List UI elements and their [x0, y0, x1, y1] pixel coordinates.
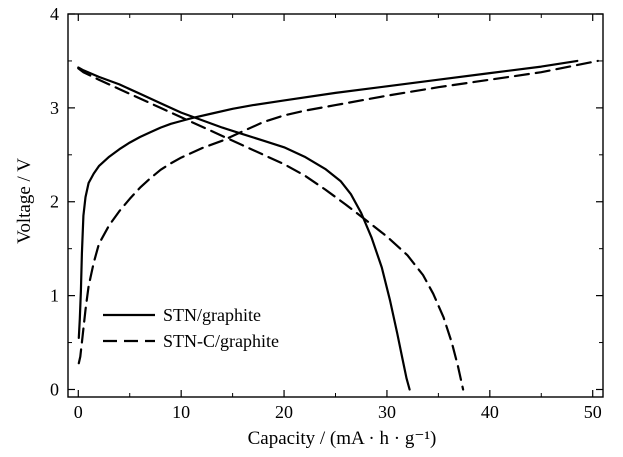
plot-border — [67, 13, 604, 398]
x-tick-label: 30 — [378, 402, 396, 422]
y-tick-label: 0 — [50, 379, 59, 399]
legend: STN/graphite STN-C/graphite — [103, 305, 279, 351]
axis-ticks — [68, 13, 603, 397]
legend-label: STN-C/graphite — [163, 331, 279, 351]
x-tick-label: 40 — [481, 402, 499, 422]
y-tick-label: 4 — [50, 4, 59, 24]
legend-label: STN/graphite — [163, 305, 261, 325]
series-1-discharge-curve — [77, 66, 411, 391]
series-1-charge-curve — [77, 59, 579, 339]
series-2-charge-curve — [77, 59, 599, 365]
series-2-discharge-curve — [77, 67, 465, 391]
series-layer — [77, 59, 599, 391]
y-tick-label: 1 — [50, 286, 59, 306]
y-tick-label: 3 — [50, 98, 59, 118]
x-tick-label: 20 — [275, 402, 293, 422]
y-tick-label: 2 — [50, 192, 59, 212]
tick-labels: 0 10 20 30 40 50 0 1 2 3 4 — [50, 4, 602, 422]
plot-frame — [67, 13, 604, 398]
x-tick-label: 10 — [172, 402, 190, 422]
x-axis-label: Capacity / (mA · h · g⁻¹) — [248, 428, 437, 449]
x-tick-label: 0 — [74, 402, 83, 422]
x-tick-label: 50 — [584, 402, 602, 422]
y-axis-label: Voltage / V — [14, 158, 35, 244]
